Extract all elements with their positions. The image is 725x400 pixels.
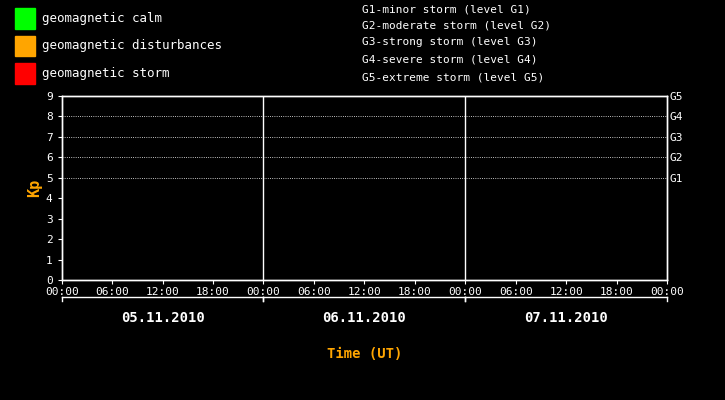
Y-axis label: Kp: Kp xyxy=(27,179,41,197)
Text: G1-minor storm (level G1): G1-minor storm (level G1) xyxy=(362,4,531,14)
Text: geomagnetic calm: geomagnetic calm xyxy=(42,12,162,25)
Text: geomagnetic storm: geomagnetic storm xyxy=(42,67,170,80)
Text: G5-extreme storm (level G5): G5-extreme storm (level G5) xyxy=(362,72,544,82)
Bar xyxy=(14,36,35,56)
Bar xyxy=(14,8,35,28)
Text: Time (UT): Time (UT) xyxy=(327,347,402,361)
Text: 07.11.2010: 07.11.2010 xyxy=(524,311,608,325)
Text: 06.11.2010: 06.11.2010 xyxy=(323,311,406,325)
Text: G3-strong storm (level G3): G3-strong storm (level G3) xyxy=(362,37,538,47)
Text: G4-severe storm (level G4): G4-severe storm (level G4) xyxy=(362,55,538,65)
Text: 05.11.2010: 05.11.2010 xyxy=(120,311,204,325)
Text: G2-moderate storm (level G2): G2-moderate storm (level G2) xyxy=(362,21,552,31)
Bar xyxy=(14,64,35,84)
Text: geomagnetic disturbances: geomagnetic disturbances xyxy=(42,40,222,52)
